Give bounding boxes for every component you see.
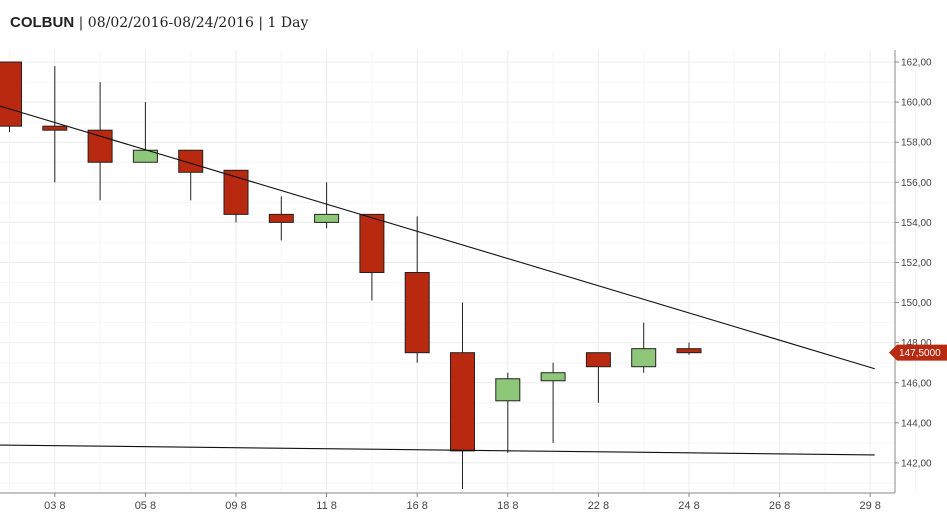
y-tick-label: 160,00 (901, 98, 932, 109)
y-tick-label: 142,00 (901, 458, 932, 469)
last-price-label: 147,5000 (899, 348, 941, 359)
candle-body (42, 125, 68, 131)
candle (495, 372, 521, 453)
y-tick-label: 148,00 (901, 338, 932, 349)
symbol-label: COLBUN (10, 14, 75, 31)
y-tick-label: 156,00 (901, 178, 932, 189)
x-tick-label: 09 8 (225, 500, 246, 512)
candle-body (585, 352, 611, 368)
header-sep-1: | (74, 15, 88, 31)
date-range-label: 08/02/2016-08/24/2016 (87, 15, 254, 31)
y-tick-label: 154,00 (901, 218, 932, 229)
x-tick-label: 26 8 (769, 500, 790, 512)
candle-body (178, 149, 204, 173)
candle (676, 342, 702, 355)
candle (404, 216, 430, 363)
x-tick-label: 18 8 (497, 500, 518, 512)
x-tick-label: 03 8 (44, 500, 65, 512)
candle (359, 213, 385, 301)
candle (223, 169, 249, 223)
trendlines-layer (0, 105, 875, 456)
y-tick-label: 158,00 (901, 138, 932, 149)
candle-body (87, 129, 113, 163)
candles-layer (0, 61, 702, 489)
header-sep-2: | (253, 15, 268, 31)
y-axis: 142,00 144,00 146,00 148,00 150,00 152,00 154,… (894, 50, 932, 493)
candle (0, 61, 22, 133)
candle-body (314, 213, 340, 223)
interval-label: 1 Day (267, 15, 309, 31)
candle (450, 302, 475, 489)
y-tick-label: 150,00 (901, 298, 932, 309)
y-tick-label: 162,00 (901, 58, 932, 69)
x-tick-label: 11 8 (316, 500, 337, 512)
candle (314, 182, 340, 229)
candle (178, 149, 204, 201)
candle-body (404, 272, 430, 354)
candle (540, 362, 566, 443)
trendline (0, 444, 875, 456)
x-axis: 03 8 05 8 09 8 11 8 16 8 18 8 22 8 24 8 26 8 29 8 (0, 492, 895, 512)
x-tick-label: 16 8 (406, 500, 427, 512)
candle-body (223, 169, 249, 215)
candle (87, 82, 113, 201)
candle (132, 102, 158, 163)
candle-body (540, 372, 566, 382)
candle-body (450, 352, 475, 452)
y-tick-label: 146,00 (901, 378, 932, 389)
trendline (0, 105, 875, 370)
x-tick-label: 22 8 (588, 500, 609, 512)
chart-grid (0, 50, 916, 493)
x-tick-label: 29 8 (859, 500, 880, 512)
candle-body (268, 213, 294, 223)
candle (268, 196, 294, 241)
candle (585, 352, 611, 403)
candle (42, 66, 68, 183)
candle (631, 322, 657, 373)
y-tick-label: 144,00 (901, 418, 932, 429)
candle-body (0, 61, 22, 127)
last-price-badge (889, 344, 947, 361)
candle-body (676, 348, 702, 354)
chart-header: COLBUN | 08/02/2016-08/24/2016 | 1 Day (10, 14, 308, 31)
candle-body (359, 213, 385, 274)
x-tick-label: 05 8 (135, 500, 156, 512)
x-tick-label: 24 8 (678, 500, 699, 512)
candle-body (495, 378, 521, 402)
last-price-marker: 147,5000 (889, 344, 947, 361)
y-tick-label: 152,00 (901, 258, 932, 269)
candle-body (631, 348, 657, 368)
